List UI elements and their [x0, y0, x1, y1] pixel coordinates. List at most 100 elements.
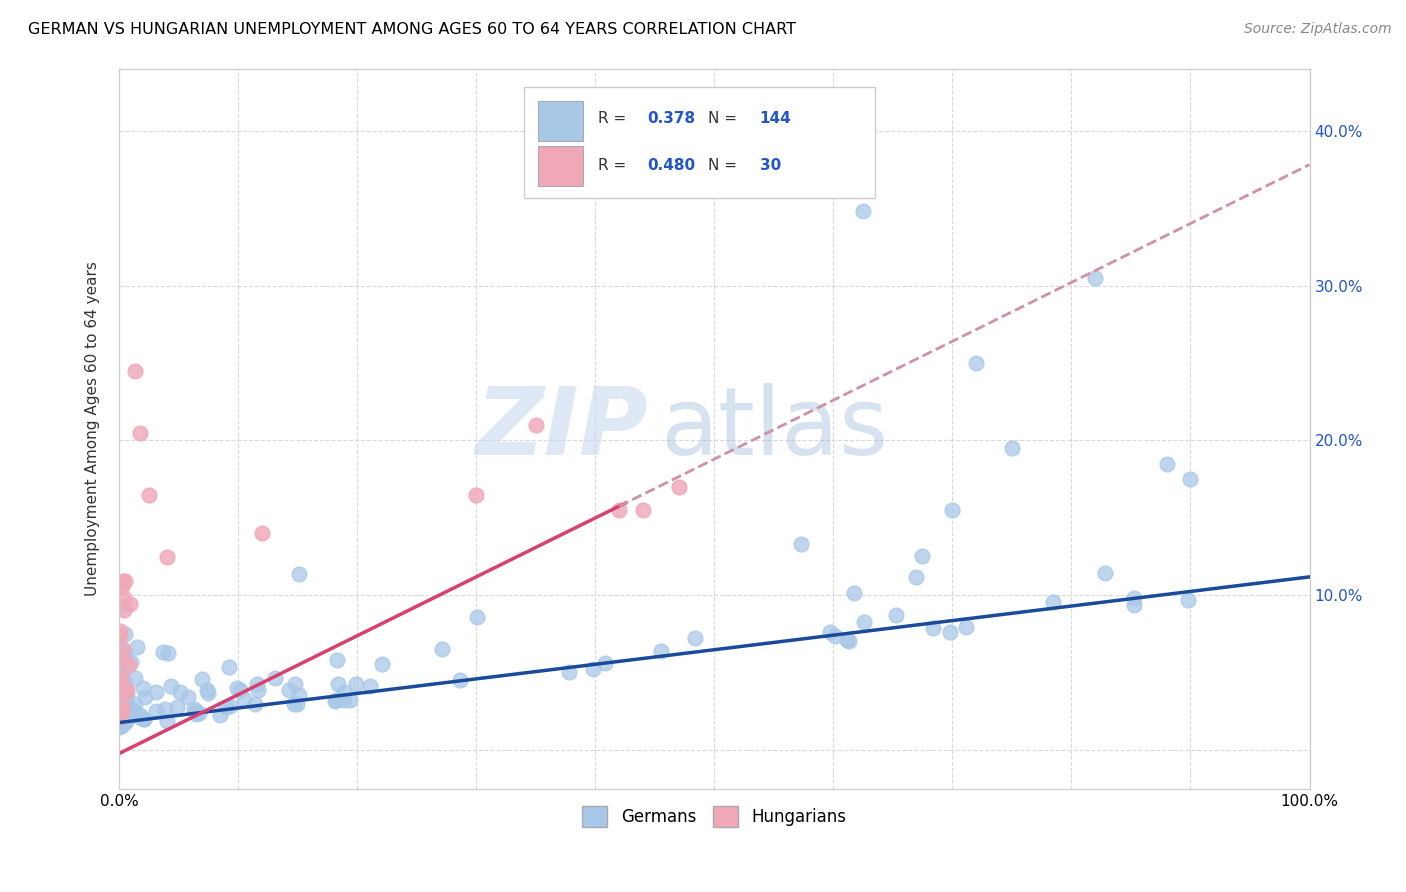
- Point: [108, 714, 131, 728]
- Point: [145, 685, 167, 699]
- Point: [197, 686, 219, 700]
- Point: [111, 707, 134, 722]
- Point: [111, 717, 134, 731]
- Point: [120, 655, 142, 669]
- Text: GERMAN VS HUNGARIAN UNEMPLOYMENT AMONG AGES 60 TO 64 YEARS CORRELATION CHART: GERMAN VS HUNGARIAN UNEMPLOYMENT AMONG A…: [28, 22, 796, 37]
- Point: [114, 627, 136, 641]
- Point: [114, 574, 136, 589]
- Point: [169, 684, 191, 698]
- Point: [156, 714, 179, 728]
- Point: [524, 417, 547, 432]
- Point: [114, 706, 136, 721]
- Point: [110, 700, 132, 714]
- Point: [114, 647, 136, 661]
- Point: [287, 688, 309, 702]
- Point: [110, 705, 132, 719]
- Point: [111, 717, 134, 731]
- Point: [449, 673, 471, 688]
- Point: [333, 692, 356, 706]
- Point: [110, 686, 132, 700]
- Point: [108, 698, 131, 712]
- Point: [114, 714, 136, 728]
- Point: [852, 204, 875, 219]
- Point: [108, 713, 131, 727]
- Point: [108, 714, 131, 728]
- Point: [108, 689, 131, 703]
- Point: [108, 699, 131, 714]
- Point: [1180, 472, 1202, 486]
- Point: [110, 699, 132, 714]
- Point: [117, 688, 139, 702]
- Point: [108, 628, 131, 642]
- Point: [108, 599, 131, 613]
- Point: [129, 707, 152, 722]
- Point: [1042, 595, 1064, 609]
- Point: [344, 676, 367, 690]
- Point: [108, 715, 131, 730]
- FancyBboxPatch shape: [524, 87, 875, 198]
- Point: [110, 658, 132, 673]
- Point: [465, 488, 488, 502]
- Point: [108, 690, 131, 705]
- Point: [593, 656, 616, 670]
- Point: [191, 673, 214, 687]
- Point: [117, 658, 139, 673]
- Point: [177, 690, 200, 705]
- Text: R =: R =: [598, 111, 631, 126]
- Point: [112, 591, 135, 605]
- Point: [371, 657, 394, 671]
- Point: [108, 706, 131, 720]
- Point: [229, 683, 252, 698]
- Point: [108, 690, 131, 705]
- Point: [110, 719, 132, 733]
- Point: [153, 702, 176, 716]
- Point: [115, 698, 138, 712]
- Point: [112, 603, 135, 617]
- Point: [824, 629, 846, 643]
- Point: [129, 711, 152, 725]
- Point: [339, 693, 361, 707]
- Point: [108, 677, 131, 691]
- Point: [607, 503, 630, 517]
- Point: [278, 683, 301, 698]
- Point: [1177, 593, 1199, 607]
- Point: [110, 704, 132, 718]
- Point: [111, 718, 134, 732]
- Point: [108, 711, 131, 725]
- Point: [1156, 457, 1178, 471]
- Point: [118, 597, 141, 611]
- FancyBboxPatch shape: [538, 146, 583, 186]
- Point: [195, 683, 218, 698]
- Point: [108, 674, 131, 689]
- Point: [818, 625, 841, 640]
- Point: [911, 549, 934, 564]
- Point: [110, 711, 132, 725]
- Point: [152, 645, 174, 659]
- Point: [333, 685, 356, 699]
- Point: [432, 642, 454, 657]
- Point: [558, 665, 581, 679]
- FancyBboxPatch shape: [538, 101, 583, 141]
- Point: [138, 488, 160, 502]
- Point: [125, 640, 148, 654]
- Point: [108, 624, 131, 638]
- Point: [114, 684, 136, 698]
- Point: [110, 671, 132, 685]
- Point: [218, 660, 240, 674]
- Point: [842, 586, 865, 600]
- Point: [965, 356, 987, 370]
- Text: ZIP: ZIP: [477, 383, 648, 475]
- Point: [838, 634, 860, 648]
- Point: [110, 701, 132, 715]
- Point: [184, 704, 207, 718]
- Point: [112, 653, 135, 667]
- Y-axis label: Unemployment Among Ages 60 to 64 years: Unemployment Among Ages 60 to 64 years: [86, 261, 100, 597]
- Point: [131, 681, 153, 696]
- Point: [283, 697, 305, 711]
- Point: [905, 570, 928, 584]
- Point: [246, 677, 269, 691]
- Point: [134, 713, 156, 727]
- Point: [1094, 566, 1116, 580]
- Text: 30: 30: [759, 158, 780, 173]
- Point: [183, 702, 205, 716]
